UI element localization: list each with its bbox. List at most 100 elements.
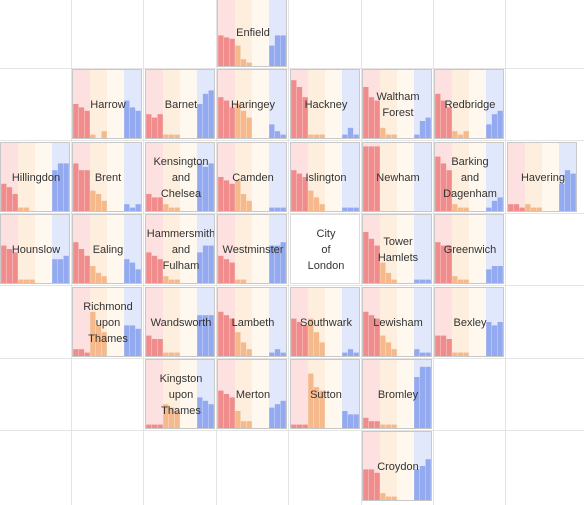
bar [269, 245, 275, 283]
grid-line-vertical [71, 0, 72, 505]
band-background [252, 143, 269, 211]
bar [174, 279, 180, 283]
bar [235, 279, 241, 283]
bar [391, 134, 397, 138]
borough-tile: Croydon [362, 431, 432, 501]
bar [78, 249, 85, 283]
tile-bar-chart [146, 360, 214, 428]
bar [129, 107, 136, 138]
bar [435, 242, 441, 283]
bar [197, 104, 203, 138]
band-background [542, 143, 559, 211]
bar [368, 421, 375, 428]
bar [519, 207, 525, 211]
bar [559, 183, 565, 211]
tile-bar-chart [291, 70, 359, 138]
tile-bar-chart [435, 70, 503, 138]
borough-tile: Islington [290, 142, 360, 212]
band-background [90, 70, 107, 138]
bar [564, 170, 571, 211]
tile-bar-chart [291, 143, 359, 211]
borough-tile: City of London [290, 214, 360, 284]
tile-bar-chart [435, 215, 503, 283]
borough-tile: Merton [217, 359, 287, 429]
bar [246, 117, 252, 138]
bar [157, 424, 163, 428]
bar [146, 424, 152, 428]
bar [240, 421, 247, 428]
bar [363, 311, 369, 356]
tile-bar-chart [218, 0, 286, 66]
bar [391, 349, 397, 356]
bar [269, 352, 275, 356]
tile-bar-chart [363, 288, 431, 356]
bar [380, 493, 386, 500]
bar [414, 134, 420, 138]
bar [414, 377, 420, 428]
bar [319, 390, 325, 428]
bar [313, 332, 320, 356]
bar [385, 342, 392, 356]
bar [368, 238, 375, 283]
bar [291, 170, 297, 211]
bar [73, 104, 79, 138]
bar [6, 187, 13, 211]
bar [223, 259, 230, 283]
bar [151, 197, 158, 211]
borough-tile: Waltham Forest [362, 69, 432, 139]
tile-bar-chart [291, 288, 359, 356]
bar [246, 349, 252, 356]
borough-tile: Kingston upon Thames [145, 359, 215, 429]
band-background [397, 360, 414, 428]
bar [302, 424, 308, 428]
band-background [380, 360, 397, 428]
borough-tile: Richmond upon Thames [72, 287, 142, 357]
bar [363, 469, 369, 500]
bar [508, 204, 514, 211]
bar [208, 90, 214, 138]
bar [240, 59, 247, 66]
bar [208, 163, 214, 211]
tile-bar-chart [146, 215, 214, 283]
bar [124, 325, 130, 356]
bar [6, 249, 13, 283]
bar [419, 352, 426, 356]
bar [380, 335, 386, 356]
borough-tile: Havering [507, 142, 577, 212]
bar [274, 349, 281, 356]
tile-bar-chart [363, 360, 431, 428]
bar [235, 411, 241, 428]
tile-bar-chart [363, 432, 431, 500]
band-background [342, 143, 359, 211]
bar [452, 276, 458, 283]
bar [269, 45, 275, 66]
borough-tile: Hounslow [0, 214, 70, 284]
bar [497, 110, 503, 138]
bar [235, 332, 241, 356]
bar [174, 411, 180, 428]
bar [363, 232, 369, 283]
tile-bar-chart [435, 143, 503, 211]
bar [440, 163, 447, 211]
bar [229, 397, 235, 428]
band-background [452, 143, 469, 211]
bar [168, 207, 175, 211]
bar [319, 342, 325, 356]
grid-line-vertical [143, 0, 144, 505]
bar [229, 107, 235, 138]
bar [530, 207, 537, 211]
band-background [235, 215, 252, 283]
band-background [469, 288, 486, 356]
bar [146, 194, 152, 211]
bar [218, 311, 224, 356]
borough-tile: Westminster [217, 214, 287, 284]
band-background [397, 432, 414, 500]
bar [342, 134, 348, 138]
band-background [325, 360, 342, 428]
bar [347, 127, 354, 138]
bar [174, 352, 180, 356]
bar [218, 390, 224, 428]
tile-bar-chart [146, 70, 214, 138]
bar [374, 472, 380, 500]
bar [73, 163, 79, 211]
